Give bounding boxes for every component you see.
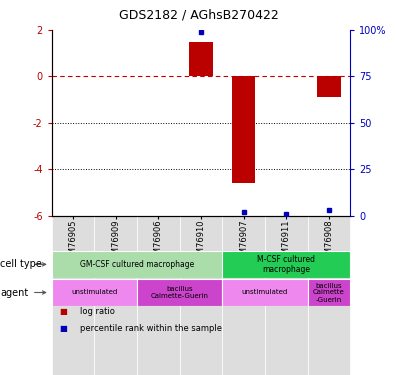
Text: percentile rank within the sample: percentile rank within the sample <box>80 324 222 333</box>
Bar <box>222 251 350 278</box>
Bar <box>265 216 308 375</box>
Text: GM-CSF cultured macrophage: GM-CSF cultured macrophage <box>80 260 194 269</box>
Bar <box>317 76 341 97</box>
Bar <box>52 251 222 278</box>
Bar <box>52 216 94 375</box>
Text: ■: ■ <box>60 307 68 316</box>
Text: M-CSF cultured
macrophage: M-CSF cultured macrophage <box>257 255 315 274</box>
Text: unstimulated: unstimulated <box>71 290 117 296</box>
Text: bacillus
Calmette
-Guerin: bacillus Calmette -Guerin <box>313 282 345 303</box>
Bar <box>232 76 256 183</box>
Bar <box>52 279 137 306</box>
Bar <box>222 216 265 375</box>
Bar <box>189 42 213 76</box>
Bar <box>179 216 222 375</box>
Bar <box>137 216 179 375</box>
Bar <box>308 279 350 306</box>
Text: GDS2182 / AGhsB270422: GDS2182 / AGhsB270422 <box>119 9 279 21</box>
Text: log ratio: log ratio <box>80 307 115 316</box>
Text: agent: agent <box>0 288 28 297</box>
Text: ■: ■ <box>60 324 68 333</box>
Bar <box>137 279 222 306</box>
Text: unstimulated: unstimulated <box>242 290 288 296</box>
Text: bacillus
Calmette-Guerin: bacillus Calmette-Guerin <box>151 286 209 299</box>
Bar <box>94 216 137 375</box>
Bar <box>222 279 308 306</box>
Text: cell type: cell type <box>0 260 42 269</box>
Bar <box>308 216 350 375</box>
